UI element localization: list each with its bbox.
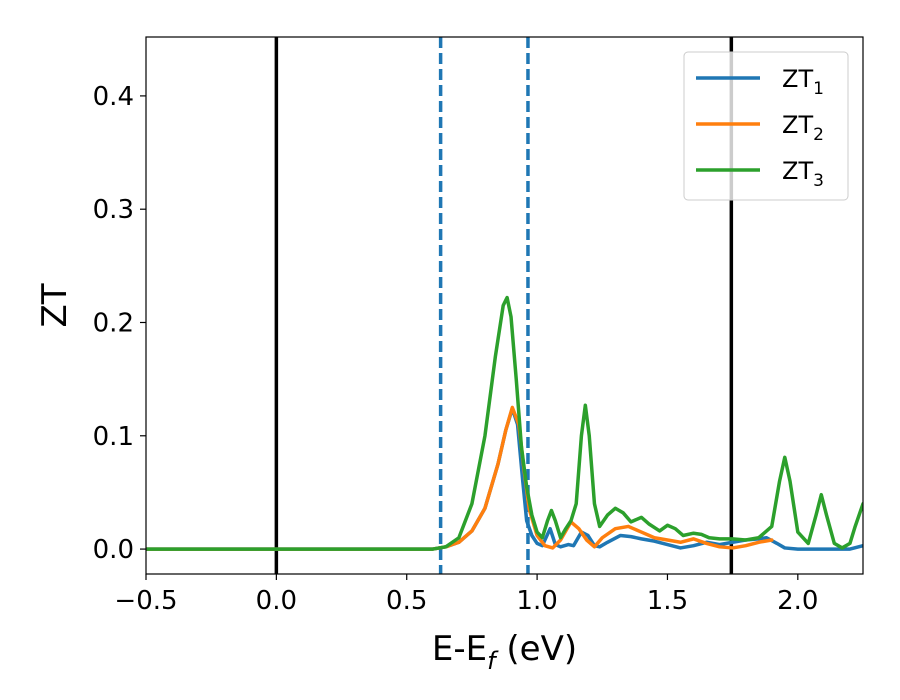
legend: ZT1 ZT2 ZT3 — [683, 51, 849, 201]
series-line-zt2 — [146, 405, 774, 551]
legend-label-zt2: ZT2 — [782, 111, 824, 145]
legend-label-zt1: ZT1 — [782, 65, 824, 99]
x-tick-label: 0.5 — [386, 586, 427, 616]
legend-label-zt3: ZT3 — [782, 157, 824, 191]
x-tick-label: 0.0 — [256, 586, 297, 616]
y-tick-label: 0.1 — [93, 422, 134, 452]
y-tick-label: 0.0 — [93, 535, 134, 565]
x-tick-label: 2.0 — [777, 586, 818, 616]
x-axis-title: E-Ef (eV) — [432, 629, 577, 675]
y-axis-title: ZT — [35, 283, 75, 327]
x-tick-label: 1.5 — [647, 586, 688, 616]
series-line-zt3 — [146, 295, 863, 551]
legend-box — [683, 51, 849, 201]
y-tick-label: 0.2 — [93, 308, 134, 338]
y-tick-label: 0.3 — [93, 195, 134, 225]
x-tick-label: 1.0 — [516, 586, 557, 616]
plot-frame — [145, 36, 864, 575]
y-tick-label: 0.4 — [93, 82, 134, 112]
x-tick-label: −0.5 — [114, 586, 177, 616]
